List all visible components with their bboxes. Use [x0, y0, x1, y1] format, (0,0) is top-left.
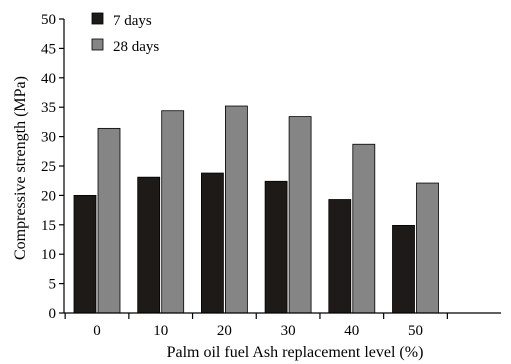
y-tick-label: 45 — [41, 41, 56, 57]
legend-label: 28 days — [113, 39, 159, 55]
x-tick-label: 10 — [153, 323, 168, 339]
bar-7-days-10 — [137, 176, 161, 314]
bar-7-days-20 — [200, 172, 224, 314]
y-tick-label: 5 — [49, 277, 57, 293]
x-tick-label: 20 — [217, 323, 232, 339]
legend-swatch — [91, 38, 104, 51]
bar-7-days-50 — [392, 224, 415, 314]
y-axis-label: Compressive strength (MPa) — [12, 76, 29, 260]
bar-28-days-40 — [352, 143, 376, 314]
bar-7-days-0 — [73, 194, 97, 314]
x-ticks: 0 10 20 30 40 50 — [64, 313, 448, 339]
y-tick-label: 50 — [41, 12, 56, 28]
legend-swatch — [91, 12, 104, 25]
y-tick-label: 30 — [41, 130, 56, 146]
y-tick-label: 10 — [41, 247, 56, 263]
y-tick-label: 15 — [41, 218, 56, 234]
x-tick-label: 40 — [344, 323, 359, 339]
x-tick-label: 30 — [281, 323, 296, 339]
bar-28-days-20 — [224, 105, 248, 314]
bar-7-days-30 — [264, 180, 288, 314]
y-ticks: 0 5 10 15 20 25 30 35 40 45 50 — [41, 12, 64, 322]
bars-layer — [73, 105, 439, 314]
bar-28-days-30 — [288, 116, 312, 314]
y-tick-label: 40 — [41, 71, 56, 87]
bar-28-days-10 — [161, 110, 185, 314]
y-tick-label: 0 — [49, 306, 57, 322]
bar-28-days-0 — [97, 127, 121, 314]
bar-28-days-50 — [416, 182, 439, 314]
x-tick-label: 0 — [93, 323, 101, 339]
y-tick-label: 35 — [41, 100, 56, 116]
bar-7-days-40 — [328, 199, 352, 314]
x-tick-label: 50 — [408, 323, 423, 339]
legend-label: 7 days — [113, 13, 152, 29]
y-tick-label: 25 — [41, 159, 56, 175]
x-axis-label: Palm oil fuel Ash replacement level (%) — [167, 344, 424, 361]
y-tick-label: 20 — [41, 188, 56, 204]
legend: 7 days 28 days — [91, 12, 159, 55]
